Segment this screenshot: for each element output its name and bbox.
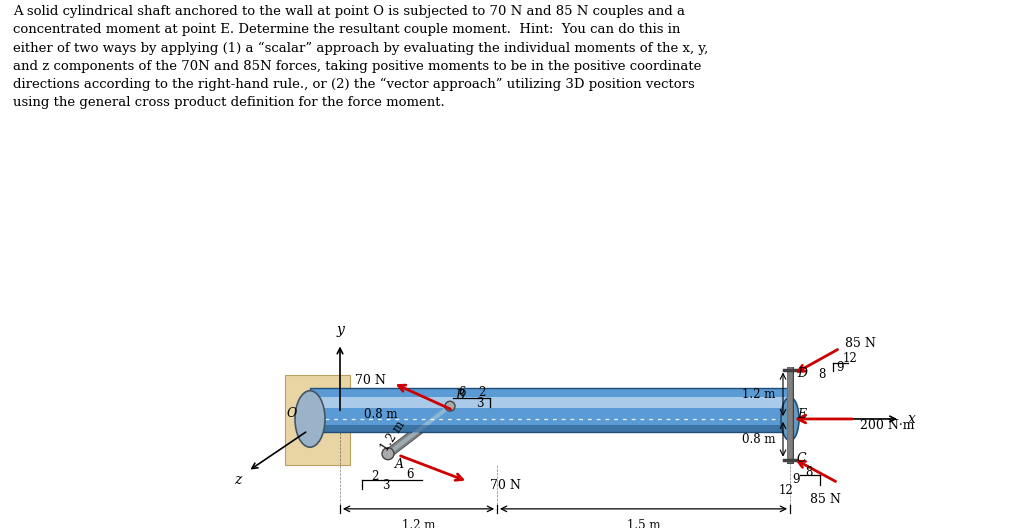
- Text: 200 N·m: 200 N·m: [860, 419, 915, 432]
- Text: A: A: [395, 458, 404, 472]
- Ellipse shape: [781, 397, 799, 441]
- Text: 9: 9: [836, 362, 844, 374]
- Text: x: x: [908, 412, 916, 426]
- Text: z: z: [234, 473, 242, 487]
- Text: 2: 2: [371, 470, 378, 484]
- Text: 12: 12: [778, 484, 793, 497]
- Text: 70 N: 70 N: [490, 479, 521, 492]
- Text: 3: 3: [476, 397, 483, 410]
- Text: 1.2 m: 1.2 m: [741, 388, 775, 401]
- Text: 85 N: 85 N: [810, 493, 841, 506]
- Bar: [310, 397, 790, 408]
- Text: y: y: [336, 323, 344, 337]
- Text: 9: 9: [793, 474, 800, 486]
- Text: 6: 6: [406, 468, 413, 480]
- Text: C: C: [797, 452, 807, 465]
- Ellipse shape: [295, 391, 325, 447]
- Text: 1.2 m: 1.2 m: [379, 419, 408, 454]
- Text: 8: 8: [805, 466, 812, 479]
- Bar: [285, 375, 350, 465]
- Text: D: D: [797, 367, 807, 380]
- Bar: [310, 425, 790, 432]
- Text: O: O: [287, 407, 297, 420]
- Text: E: E: [797, 408, 806, 421]
- Ellipse shape: [445, 401, 455, 411]
- Text: 8: 8: [818, 368, 825, 381]
- Text: 85 N: 85 N: [845, 337, 876, 350]
- Ellipse shape: [382, 448, 394, 460]
- Text: 6: 6: [458, 386, 466, 399]
- Text: B: B: [455, 389, 464, 402]
- Text: 0.8 m: 0.8 m: [365, 408, 398, 421]
- Bar: [310, 388, 790, 432]
- Text: 0.8 m: 0.8 m: [741, 433, 775, 446]
- Text: A solid cylindrical shaft anchored to the wall at point O is subjected to 70 N a: A solid cylindrical shaft anchored to th…: [13, 5, 708, 109]
- Text: 2: 2: [478, 386, 485, 399]
- Text: 1.2 m: 1.2 m: [402, 518, 435, 528]
- Text: 3: 3: [382, 478, 390, 492]
- Text: 12: 12: [843, 352, 857, 364]
- Text: 1.5 m: 1.5 m: [627, 518, 660, 528]
- Text: 70 N: 70 N: [355, 374, 386, 386]
